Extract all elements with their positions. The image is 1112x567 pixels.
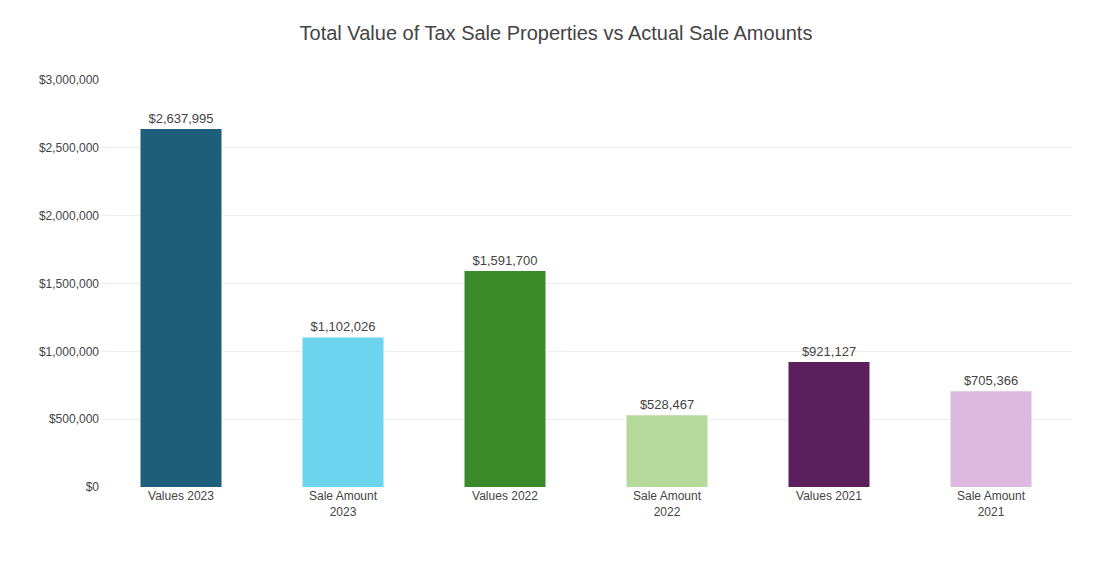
svg-text:$3,000,000: $3,000,000 xyxy=(39,73,99,87)
svg-text:$1,500,000: $1,500,000 xyxy=(39,277,99,291)
svg-text:Sale Amount2022: Sale Amount2022 xyxy=(633,489,702,519)
svg-text:Total Value of Tax Sale Proper: Total Value of Tax Sale Properties vs Ac… xyxy=(300,22,813,44)
svg-text:$1,102,026: $1,102,026 xyxy=(310,319,375,334)
svg-text:$1,000,000: $1,000,000 xyxy=(39,345,99,359)
svg-text:$528,467: $528,467 xyxy=(640,397,694,412)
svg-text:Values 2023: Values 2023 xyxy=(148,489,214,503)
svg-text:$2,500,000: $2,500,000 xyxy=(39,141,99,155)
svg-text:$1,591,700: $1,591,700 xyxy=(472,253,537,268)
svg-text:$921,127: $921,127 xyxy=(802,344,856,359)
svg-text:Values 2021: Values 2021 xyxy=(796,489,862,503)
svg-text:$2,637,995: $2,637,995 xyxy=(148,111,213,126)
svg-text:$0: $0 xyxy=(86,480,100,494)
svg-text:Sale Amount2021: Sale Amount2021 xyxy=(957,489,1026,519)
svg-text:$2,000,000: $2,000,000 xyxy=(39,209,99,223)
svg-text:$500,000: $500,000 xyxy=(49,412,99,426)
svg-text:Values 2022: Values 2022 xyxy=(472,489,538,503)
svg-text:Sale Amount2023: Sale Amount2023 xyxy=(309,489,378,519)
svg-text:$705,366: $705,366 xyxy=(964,373,1018,388)
